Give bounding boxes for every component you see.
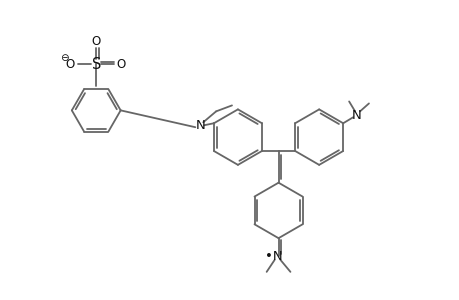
Text: O: O (116, 58, 125, 71)
Text: N: N (352, 109, 361, 122)
Text: N: N (195, 119, 205, 132)
Text: S: S (91, 57, 101, 72)
Text: O: O (91, 35, 101, 48)
Text: O: O (66, 58, 75, 71)
Text: •N: •N (264, 250, 282, 262)
Text: ⊖: ⊖ (60, 53, 69, 63)
